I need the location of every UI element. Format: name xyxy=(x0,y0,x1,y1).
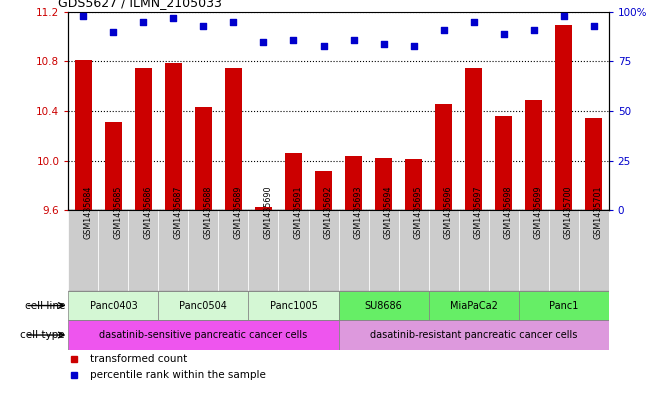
Point xyxy=(408,42,419,49)
Bar xyxy=(285,153,302,210)
Point xyxy=(108,29,118,35)
Text: GSM1435691: GSM1435691 xyxy=(294,186,303,239)
Point xyxy=(529,26,539,33)
Point xyxy=(318,42,329,49)
Bar xyxy=(98,210,128,291)
Point xyxy=(198,22,208,29)
Bar xyxy=(375,158,392,210)
Text: dasatinib-resistant pancreatic cancer cells: dasatinib-resistant pancreatic cancer ce… xyxy=(370,330,577,340)
Text: GSM1435685: GSM1435685 xyxy=(113,186,122,239)
Bar xyxy=(128,210,158,291)
Bar xyxy=(105,122,122,210)
Bar xyxy=(436,104,452,210)
Bar xyxy=(525,100,542,210)
Text: Panc1005: Panc1005 xyxy=(270,301,318,310)
Bar xyxy=(345,156,362,210)
Text: GSM1435697: GSM1435697 xyxy=(474,186,482,239)
Text: cell line: cell line xyxy=(25,301,65,310)
Point xyxy=(138,18,148,25)
Text: transformed count: transformed count xyxy=(90,354,187,364)
Point xyxy=(378,40,389,47)
Bar xyxy=(579,210,609,291)
Bar xyxy=(255,207,271,210)
Text: dasatinib-sensitive pancreatic cancer cells: dasatinib-sensitive pancreatic cancer ce… xyxy=(100,330,307,340)
Bar xyxy=(249,291,339,320)
Text: GSM1435694: GSM1435694 xyxy=(383,186,393,239)
Text: GSM1435699: GSM1435699 xyxy=(534,186,543,239)
Bar xyxy=(585,118,602,210)
Point xyxy=(168,15,178,21)
Bar xyxy=(339,210,368,291)
Bar xyxy=(555,26,572,210)
Text: MiaPaCa2: MiaPaCa2 xyxy=(450,301,497,310)
Text: SU8686: SU8686 xyxy=(365,301,402,310)
Bar xyxy=(219,210,249,291)
Text: GSM1435693: GSM1435693 xyxy=(353,186,363,239)
Text: GSM1435695: GSM1435695 xyxy=(413,186,422,239)
Point xyxy=(258,39,269,45)
Bar xyxy=(249,210,279,291)
Bar xyxy=(188,210,219,291)
Bar xyxy=(489,210,519,291)
Bar xyxy=(68,320,339,350)
Point xyxy=(78,13,89,19)
Bar xyxy=(519,291,609,320)
Text: GSM1435688: GSM1435688 xyxy=(203,186,212,239)
Bar xyxy=(339,291,428,320)
Bar xyxy=(75,60,92,210)
Bar xyxy=(279,210,309,291)
Text: GSM1435698: GSM1435698 xyxy=(504,186,512,239)
Text: GDS5627 / ILMN_2105033: GDS5627 / ILMN_2105033 xyxy=(57,0,221,9)
Text: GSM1435689: GSM1435689 xyxy=(234,186,242,239)
Bar xyxy=(135,68,152,210)
Bar xyxy=(309,210,339,291)
Text: Panc1: Panc1 xyxy=(549,301,578,310)
Text: GSM1435690: GSM1435690 xyxy=(264,186,273,239)
Bar xyxy=(368,210,398,291)
Bar xyxy=(339,320,609,350)
Point xyxy=(288,37,299,43)
Text: GSM1435696: GSM1435696 xyxy=(443,186,452,239)
Text: GSM1435692: GSM1435692 xyxy=(324,186,333,239)
Bar xyxy=(519,210,549,291)
Text: cell type: cell type xyxy=(20,330,65,340)
Point xyxy=(469,18,479,25)
Point xyxy=(348,37,359,43)
Bar xyxy=(158,291,249,320)
Bar xyxy=(458,210,489,291)
Point xyxy=(229,18,239,25)
Bar xyxy=(315,171,332,210)
Bar xyxy=(549,210,579,291)
Bar xyxy=(495,116,512,210)
Bar xyxy=(406,160,422,210)
Bar xyxy=(465,68,482,210)
Bar xyxy=(68,291,158,320)
Point xyxy=(499,31,509,37)
Point xyxy=(559,13,569,19)
Point xyxy=(589,22,599,29)
Text: GSM1435687: GSM1435687 xyxy=(173,186,182,239)
Bar xyxy=(165,62,182,210)
Bar xyxy=(225,68,242,210)
Text: GSM1435701: GSM1435701 xyxy=(594,186,603,239)
Text: Panc0504: Panc0504 xyxy=(180,301,227,310)
Bar xyxy=(195,107,212,210)
Bar xyxy=(428,291,519,320)
Text: Panc0403: Panc0403 xyxy=(89,301,137,310)
Bar xyxy=(158,210,188,291)
Text: GSM1435684: GSM1435684 xyxy=(83,186,92,239)
Text: percentile rank within the sample: percentile rank within the sample xyxy=(90,369,266,380)
Point xyxy=(438,26,449,33)
Bar xyxy=(428,210,458,291)
Bar xyxy=(68,210,98,291)
Bar xyxy=(398,210,428,291)
Text: GSM1435686: GSM1435686 xyxy=(143,186,152,239)
Text: GSM1435700: GSM1435700 xyxy=(564,186,573,239)
